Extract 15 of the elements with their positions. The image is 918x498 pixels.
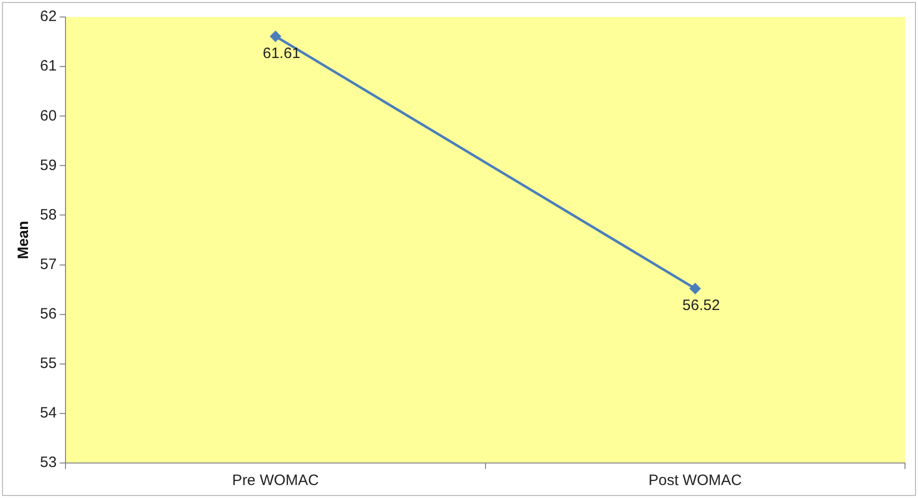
y-tick-label: 54 xyxy=(40,404,57,422)
y-axis-title: Mean xyxy=(15,220,32,260)
y-tick-label: 53 xyxy=(40,454,57,472)
y-tick-label: 60 xyxy=(40,107,57,124)
x-tick-label: Pre WOMAC xyxy=(232,472,320,490)
y-tick-label: 56 xyxy=(40,305,57,322)
x-tick-label: Post WOMAC xyxy=(648,472,742,490)
y-tick-label: 59 xyxy=(40,156,57,174)
y-tick-label: 58 xyxy=(40,206,57,224)
y-tick-label: 62 xyxy=(40,8,57,26)
y-tick-label: 55 xyxy=(40,355,57,372)
data-label: 56.52 xyxy=(682,297,720,314)
data-label: 61.61 xyxy=(262,44,300,62)
y-tick-label: 57 xyxy=(40,256,57,273)
y-tick-label: 61 xyxy=(40,58,57,75)
